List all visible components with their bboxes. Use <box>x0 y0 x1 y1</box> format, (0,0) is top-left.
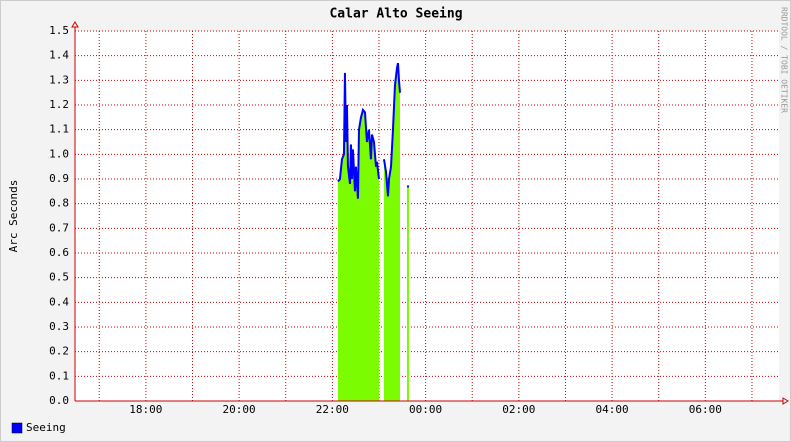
x-tick-label: 02:00 <box>502 403 535 416</box>
y-tick-label: 1.4 <box>49 49 69 62</box>
y-tick-label: 0.5 <box>49 271 69 284</box>
area <box>337 72 379 401</box>
x-tick-label: 00:00 <box>409 403 442 416</box>
x-tick-label: 06:00 <box>689 403 722 416</box>
line <box>406 185 409 188</box>
y-tick-label: 0.4 <box>49 295 69 308</box>
y-tick-label: 0.7 <box>49 221 69 234</box>
y-tick-label: 1.0 <box>49 147 69 160</box>
y-tick-label: 1.5 <box>49 24 69 37</box>
x-axis-arrow <box>782 397 789 405</box>
y-tick-label: 1.2 <box>49 98 69 111</box>
y-tick-label: 1.3 <box>49 73 69 86</box>
legend-label: Seeing <box>26 421 66 434</box>
y-axis-arrow <box>71 21 79 28</box>
plot-area <box>75 31 779 401</box>
x-tick-label: 18:00 <box>129 403 162 416</box>
y-tick-label: 0.3 <box>49 320 69 333</box>
y-tick-label: 0.9 <box>49 172 69 185</box>
area <box>383 63 401 402</box>
x-tick-label: 20:00 <box>223 403 256 416</box>
area <box>406 186 409 401</box>
y-tick-label: 1.1 <box>49 123 69 136</box>
legend-swatch <box>11 422 23 434</box>
y-tick-label: 0.1 <box>49 369 69 382</box>
y-axis-label: Arc Seconds <box>7 180 20 253</box>
y-tick-label: 0.8 <box>49 197 69 210</box>
chart-title: Calar Alto Seeing <box>329 7 462 22</box>
x-tick-label: 04:00 <box>596 403 629 416</box>
y-tick-label: 0.0 <box>49 394 69 407</box>
y-tick-label: 0.2 <box>49 345 69 358</box>
line <box>337 72 380 199</box>
y-tick-label: 0.6 <box>49 246 69 259</box>
x-tick-label: 22:00 <box>316 403 349 416</box>
line <box>382 62 402 197</box>
watermark: RRDTOOL / TOBI OETIKER <box>780 7 789 113</box>
